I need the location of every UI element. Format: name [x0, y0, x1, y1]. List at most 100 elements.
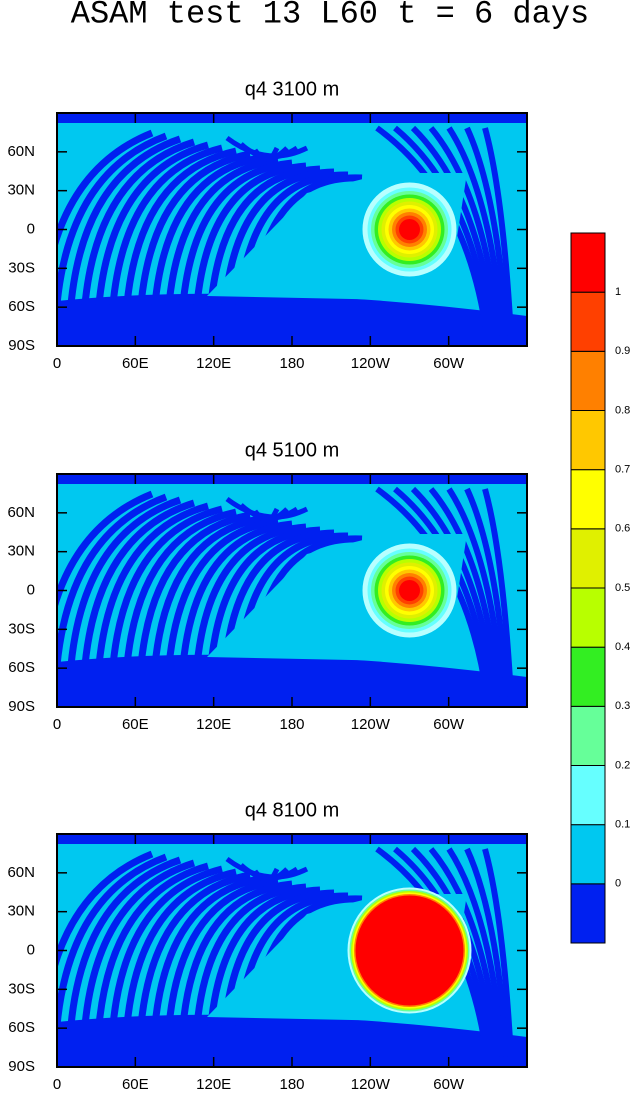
field-stripe — [164, 877, 279, 1038]
plot-area — [57, 834, 527, 1067]
panel-title: q4 5100 m — [245, 439, 340, 461]
colorbar-box — [570, 883, 606, 944]
colorbar-box — [570, 469, 606, 530]
blob-ring — [399, 580, 420, 601]
y-tick-label: 90S — [8, 337, 35, 354]
field-stripe — [136, 871, 251, 1038]
field-stripe — [122, 868, 237, 1038]
y-tick-label: 0 — [27, 220, 35, 237]
field-stripe — [57, 853, 168, 1038]
field-stripe — [164, 156, 279, 317]
plot-area — [57, 474, 527, 707]
y-tick-label: 90S — [8, 1058, 35, 1075]
field-stripe — [446, 487, 506, 698]
field-stripe — [108, 865, 223, 1038]
y-tick-label: 60N — [7, 504, 35, 521]
x-tick-label: 120E — [196, 716, 231, 733]
field-stripe — [464, 126, 510, 337]
y-tick-label: 60S — [8, 298, 35, 315]
field-stripe — [150, 874, 265, 1038]
field-stripe — [192, 523, 307, 678]
y-tick-label: 30N — [7, 903, 35, 920]
colorbar-box — [570, 410, 606, 471]
y-tick-label: 30S — [8, 620, 35, 637]
x-tick-label: 120W — [351, 716, 391, 733]
colorbar-box — [570, 291, 606, 352]
field-stripe — [192, 883, 307, 1038]
field-stripe — [66, 856, 182, 1038]
y-tick-label: 30N — [7, 543, 35, 560]
y-tick-label: 0 — [27, 581, 35, 598]
colorbar-label: 0.8 — [615, 404, 630, 416]
colorbar-label: 0.5 — [615, 582, 630, 594]
field-stripe — [178, 880, 293, 1038]
colorbar-label: 0.7 — [615, 464, 630, 476]
colorbar-label: 1 — [615, 286, 621, 298]
field-stripe — [482, 488, 514, 698]
field-stripe — [410, 125, 498, 337]
panel-title: q4 3100 m — [245, 78, 340, 100]
y-tick-label: 60N — [7, 864, 35, 881]
colorbar-label: 0.9 — [615, 345, 630, 357]
y-tick-label: 30S — [8, 259, 35, 276]
colorbar-label: 0.4 — [615, 641, 630, 653]
field-stripe — [164, 517, 279, 678]
field-band — [57, 1014, 527, 1067]
x-tick-label: 60W — [433, 1076, 465, 1093]
x-tick-label: 0 — [53, 716, 61, 733]
field-stripe — [150, 514, 265, 678]
colorbar-box — [570, 232, 606, 293]
colorbar-box — [570, 765, 606, 826]
field-stripe — [206, 165, 321, 317]
y-tick-label: 0 — [27, 941, 35, 958]
colorbar-box — [570, 587, 606, 648]
x-tick-label: 120E — [196, 1076, 231, 1093]
field-stripe — [57, 850, 154, 970]
x-tick-label: 60E — [122, 1076, 149, 1093]
y-tick-label: 60S — [8, 659, 35, 676]
x-tick-label: 60W — [433, 716, 465, 733]
field-band — [57, 654, 527, 707]
field-stripe — [178, 520, 293, 678]
y-tick-label: 60N — [7, 143, 35, 160]
field-stripe — [482, 127, 514, 337]
field-stripe — [94, 862, 209, 1038]
field-stripe — [94, 502, 209, 678]
field-stripe — [266, 146, 280, 163]
field-stripe — [150, 153, 265, 317]
field-stripe — [80, 138, 196, 317]
colorbar-label: 0 — [615, 878, 621, 890]
x-tick-label: 0 — [53, 355, 61, 372]
x-tick-label: 120E — [196, 355, 231, 372]
field-stripe — [206, 526, 321, 678]
y-tick-label: 60S — [8, 1019, 35, 1036]
field-stripe — [482, 848, 514, 1058]
figure-title: ASAM test 13 L60 t = 6 days — [71, 0, 589, 32]
field-stripe — [136, 150, 251, 317]
field-stripe — [206, 886, 321, 1038]
y-tick-label: 30N — [7, 182, 35, 199]
field-stripe — [108, 144, 223, 317]
colorbar-box — [570, 528, 606, 589]
colorbar-box — [570, 350, 606, 412]
field-stripe — [410, 486, 498, 698]
field-stripe — [446, 847, 506, 1058]
y-tick-label: 30S — [8, 980, 35, 997]
field-stripe — [108, 505, 223, 678]
field-stripe — [66, 135, 182, 317]
field-stripe — [136, 511, 251, 678]
colorbar-box — [570, 705, 606, 766]
field-stripe — [57, 129, 154, 249]
field-stripe — [446, 126, 506, 337]
x-tick-label: 180 — [279, 355, 304, 372]
field-stripe — [122, 147, 237, 317]
x-tick-label: 60E — [122, 355, 149, 372]
x-tick-label: 180 — [279, 1076, 304, 1093]
y-tick-label: 90S — [8, 698, 35, 715]
x-tick-label: 120W — [351, 1076, 391, 1093]
x-tick-label: 120W — [351, 355, 391, 372]
field-stripe — [428, 487, 502, 698]
x-tick-label: 0 — [53, 1076, 61, 1093]
field-stripe — [464, 487, 510, 698]
